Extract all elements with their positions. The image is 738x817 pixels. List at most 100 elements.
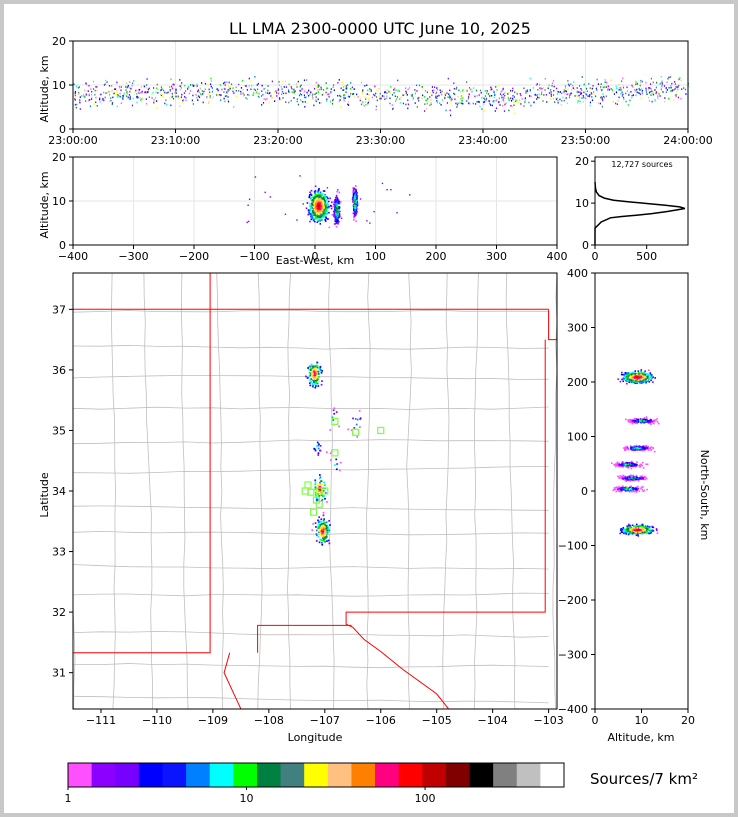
time-source-point	[670, 86, 672, 89]
ns-source-point	[634, 466, 637, 468]
time-source-point	[541, 91, 543, 93]
county-boundary	[328, 273, 335, 709]
time-source-point	[287, 89, 290, 91]
time-source-point	[150, 96, 153, 99]
time-source-point	[654, 100, 656, 102]
time-source-point	[217, 89, 219, 92]
map-source-point	[338, 469, 341, 472]
ns-source-point	[629, 487, 632, 490]
time-source-point	[126, 86, 128, 89]
time-source-point	[424, 90, 427, 92]
time-source-point	[339, 94, 341, 97]
ns-source-point	[647, 374, 649, 377]
time-source-point	[299, 85, 301, 88]
time-source-point	[507, 91, 509, 94]
ew-outlier-point	[409, 194, 411, 196]
time-source-point	[493, 96, 495, 99]
ew-source-point	[333, 203, 335, 206]
map-source-point	[333, 407, 336, 410]
map-source-point	[310, 363, 313, 366]
ns-source-point	[638, 445, 641, 448]
time-source-point	[153, 100, 156, 103]
ew-source-point	[311, 216, 314, 219]
time-source-point	[461, 102, 463, 105]
map-source-point	[316, 445, 318, 447]
ew-source-point	[316, 197, 318, 200]
time-source-point	[601, 96, 603, 98]
time-source-point	[342, 81, 344, 83]
time-source-point	[600, 83, 602, 85]
time-source-point	[327, 93, 329, 96]
ew-outlier-point	[381, 182, 384, 185]
time-source-point	[504, 103, 506, 106]
ew-source-point	[324, 202, 326, 204]
ns-source-point	[633, 527, 636, 530]
time-source-point	[479, 105, 481, 108]
ns-source-point	[633, 445, 636, 447]
ew-source-point	[314, 194, 316, 196]
ns-source-point	[643, 531, 646, 533]
ns-source-point	[613, 488, 616, 491]
ew-source-point	[318, 205, 321, 208]
ew-source-point	[333, 215, 335, 218]
ns-source-point	[652, 381, 654, 383]
time-source-point	[209, 95, 211, 97]
time-source-point	[224, 95, 227, 98]
time-source-point	[297, 103, 300, 106]
time-source-point	[384, 91, 387, 93]
ns-source-point	[641, 381, 644, 384]
ew-source-point	[312, 205, 315, 208]
map-source-point	[323, 495, 326, 497]
map-source-point	[321, 495, 324, 498]
time-source-point	[380, 95, 383, 97]
ew-outlier-point	[302, 203, 304, 205]
map-source-point	[316, 376, 318, 379]
time-source-point	[79, 101, 81, 104]
ns-ticklabel-y: 300	[567, 322, 588, 335]
map-source-point	[321, 522, 324, 525]
time-source-point	[227, 98, 229, 101]
map-source-point	[310, 381, 313, 384]
county-boundary	[73, 439, 549, 445]
time-source-point	[439, 102, 441, 105]
map-source-point	[317, 535, 320, 538]
time-source-point	[640, 97, 642, 100]
ew-source-point	[310, 198, 312, 200]
map-source-point	[317, 490, 320, 493]
ns-source-point	[617, 464, 619, 467]
time-source-point	[332, 84, 335, 86]
time-source-point	[123, 93, 125, 96]
ns-source-point	[644, 378, 647, 380]
colorbar-swatch	[493, 763, 518, 787]
time-source-point	[227, 88, 229, 91]
time-source-point	[596, 86, 598, 89]
time-source-point	[655, 92, 657, 95]
ew-source-point	[335, 211, 338, 213]
time-source-point	[347, 103, 349, 106]
time-source-point	[516, 93, 518, 95]
ew-source-point	[320, 209, 323, 212]
ns-source-point	[621, 531, 624, 534]
ns-source-point	[623, 375, 626, 378]
time-source-point	[672, 89, 675, 91]
time-source-point	[228, 89, 231, 92]
time-source-point	[639, 89, 641, 91]
time-source-point	[532, 87, 535, 89]
map-source-point	[312, 368, 314, 371]
hist-border	[594, 156, 689, 246]
map-source-point	[335, 411, 338, 413]
time-source-point	[364, 96, 366, 98]
time-source-point	[131, 84, 133, 87]
time-source-point	[583, 91, 585, 94]
map-source-point	[356, 436, 359, 438]
ew-source-point	[309, 191, 311, 194]
time-source-point	[447, 96, 449, 98]
map-source-point	[322, 519, 325, 522]
time-source-point	[553, 85, 555, 88]
time-source-point	[281, 88, 283, 90]
ew-source-point	[326, 210, 329, 213]
time-source-point	[96, 104, 98, 107]
time-source-point	[219, 84, 221, 86]
ns-source-point	[634, 448, 637, 451]
map-source-point	[317, 370, 320, 373]
